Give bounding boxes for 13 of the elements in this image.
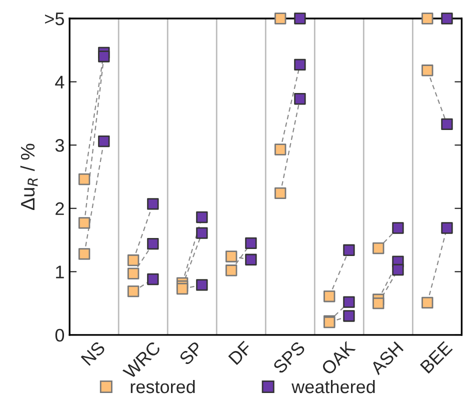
x-tick-label: DF: [228, 340, 252, 366]
legend-label: restored: [130, 380, 195, 394]
x-tick-label: SPS: [272, 340, 306, 374]
y-tick-label: 1: [56, 266, 64, 278]
y-tick-label: 2: [56, 202, 64, 215]
y-tick-label: >5: [45, 12, 64, 26]
x-tick-label: SP: [178, 340, 204, 366]
x-tick-label: NS: [80, 340, 106, 366]
legend-label: weathered: [292, 380, 375, 394]
y-axis-title: Δu$_{R}$ / %: [20, 144, 38, 210]
y-tick-label: 4: [55, 76, 64, 88]
y-tick-label: 3: [55, 139, 64, 152]
y-tick-label: 0: [55, 328, 64, 342]
